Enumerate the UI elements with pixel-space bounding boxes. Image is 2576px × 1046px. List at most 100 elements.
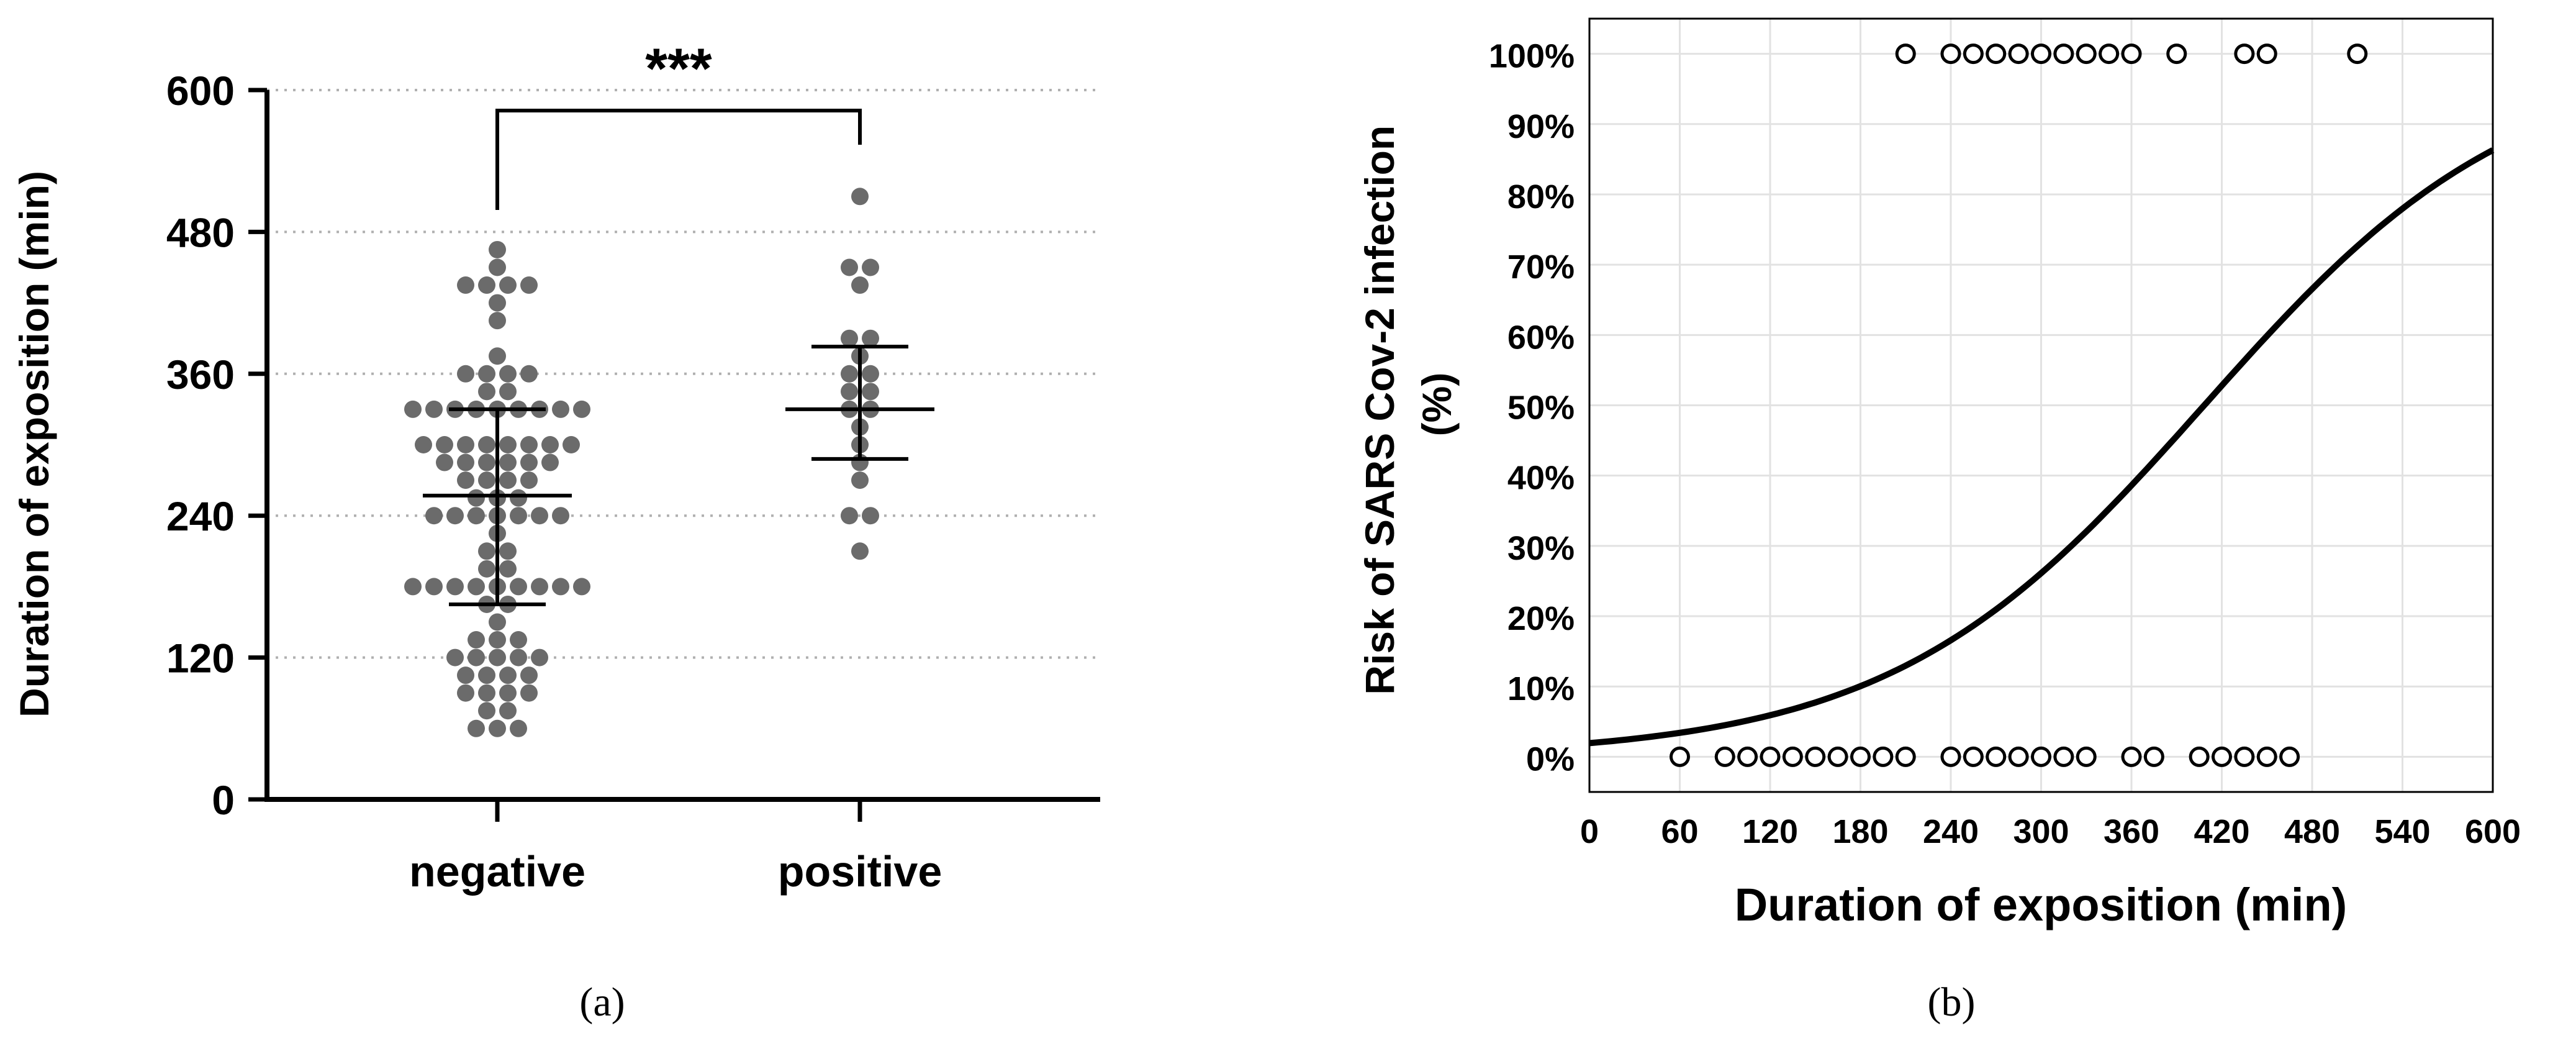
data-point-positive — [2099, 43, 2120, 65]
data-point-negative — [468, 507, 485, 525]
data-point-negative — [478, 560, 495, 578]
data-point-negative — [2279, 746, 2300, 767]
data-point-negative — [563, 436, 580, 453]
data-point-negative — [1873, 746, 1894, 767]
data-point-positive — [2121, 43, 2142, 65]
panel-a-y-tick-label: 360 — [166, 352, 235, 398]
panel-b-y-tick-label: 20% — [1507, 600, 1575, 637]
data-point-negative — [531, 648, 548, 666]
data-point-positive — [2053, 43, 2074, 65]
data-point-positive — [862, 329, 879, 347]
data-point-negative — [415, 436, 432, 453]
data-point-positive — [1895, 43, 1916, 65]
data-point-negative — [436, 453, 453, 471]
panel-a-axes — [264, 90, 1100, 802]
data-point-negative — [573, 400, 590, 418]
panel-b-x-tick-label: 240 — [1923, 813, 1979, 850]
data-point-positive — [1940, 43, 1961, 65]
data-point-negative — [478, 365, 495, 383]
data-point-negative — [520, 453, 538, 471]
data-point-positive — [841, 329, 858, 347]
data-point-negative — [478, 436, 495, 453]
data-point-negative — [510, 489, 527, 507]
panel-b-points — [1670, 43, 2368, 767]
panel-a-x-categories: negative positive — [409, 799, 942, 896]
data-point-negative — [457, 276, 474, 294]
data-point-negative — [510, 507, 527, 525]
data-point-negative — [457, 365, 474, 383]
panel-b-y-tick-label: 80% — [1507, 178, 1575, 216]
data-point-positive — [1963, 43, 1984, 65]
panel-a-gridlines — [267, 89, 1100, 659]
data-point-negative — [499, 453, 517, 471]
data-point-positive — [851, 188, 869, 206]
panel-a-y-axis-label: Duration of exposition (min) — [11, 171, 57, 717]
data-point-negative — [499, 276, 517, 294]
panel-a-chart: *** 0 120 240 360 480 600 negative positive Du… — [11, 37, 1100, 896]
data-point-negative — [1850, 746, 1871, 767]
data-point-negative — [478, 276, 495, 294]
data-point-negative — [1760, 746, 1781, 767]
data-point-positive — [2031, 43, 2051, 65]
data-point-negative — [1670, 746, 1690, 767]
panel-b-y-tick-label: 100% — [1489, 38, 1575, 75]
data-point-negative — [1986, 746, 2007, 767]
data-point-negative — [2031, 746, 2051, 767]
data-point-negative — [499, 684, 517, 702]
data-point-negative — [510, 648, 527, 666]
panel-a-y-tick-label: 120 — [166, 635, 235, 681]
panel-a-y-tick-label: 600 — [166, 68, 235, 114]
data-point-positive — [851, 542, 869, 560]
panel-b-gridlines — [1588, 19, 2494, 792]
data-point-negative — [2053, 746, 2074, 767]
data-point-positive — [841, 383, 858, 401]
panel-b-x-tick-label: 540 — [2374, 813, 2430, 850]
panel-b-x-tick-label: 60 — [1661, 813, 1698, 850]
data-point-negative — [1782, 746, 1803, 767]
data-point-negative — [478, 542, 495, 560]
data-point-negative — [468, 719, 485, 737]
panel-b-chart: 0% 10% 20% 30% 40% 50% 60% 70% 80% 90% 100% 0 60 120… — [1357, 17, 2521, 930]
data-point-negative — [2234, 746, 2255, 767]
panel-b-y-tick-label: 50% — [1507, 389, 1575, 427]
data-point-negative — [510, 578, 527, 596]
data-point-negative — [2008, 746, 2029, 767]
data-point-negative — [510, 631, 527, 649]
data-point-negative — [404, 400, 422, 418]
data-point-negative — [489, 258, 506, 276]
data-point-negative — [489, 719, 506, 737]
data-point-positive — [862, 365, 879, 383]
data-point-negative — [552, 400, 569, 418]
data-point-negative — [425, 578, 443, 596]
category-label-positive: positive — [778, 847, 942, 896]
data-point-negative — [531, 507, 548, 525]
data-point-positive — [2256, 43, 2277, 65]
data-point-negative — [425, 507, 443, 525]
panel-a-y-ticks: 0 120 240 360 480 600 — [166, 68, 267, 823]
data-point-negative — [520, 666, 538, 684]
panel-b-x-tick-label: 420 — [2194, 813, 2249, 850]
panel-a-points — [404, 188, 879, 737]
data-point-negative — [520, 365, 538, 383]
panel-b-x-tick-label: 360 — [2104, 813, 2159, 850]
data-point-positive — [1986, 43, 2007, 65]
data-point-negative — [457, 453, 474, 471]
data-point-negative — [489, 631, 506, 649]
panel-b-x-tick-label: 600 — [2465, 813, 2521, 850]
panel-b-x-tick-label: 120 — [1742, 813, 1798, 850]
data-point-positive — [2166, 43, 2187, 65]
data-point-negative — [457, 436, 474, 453]
data-point-negative — [520, 684, 538, 702]
data-point-negative — [1895, 746, 1916, 767]
panel-a-y-tick-label: 0 — [212, 777, 235, 823]
data-point-negative — [478, 666, 495, 684]
data-point-negative — [520, 471, 538, 489]
panel-b-y-tick-label: 60% — [1507, 319, 1575, 356]
data-point-negative — [446, 648, 464, 666]
data-point-negative — [499, 471, 517, 489]
data-point-positive — [2234, 43, 2255, 65]
data-point-negative — [520, 276, 538, 294]
data-point-negative — [552, 578, 569, 596]
data-point-negative — [573, 578, 590, 596]
panel-a-error-bars — [423, 345, 934, 606]
